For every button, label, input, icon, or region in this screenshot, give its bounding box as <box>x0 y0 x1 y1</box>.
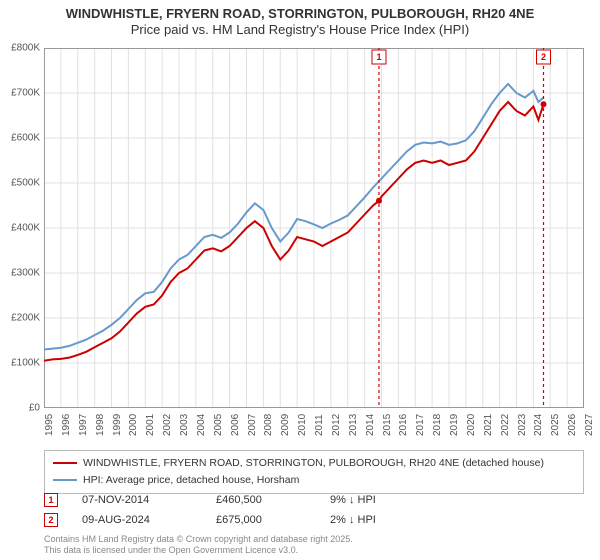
chart-svg: 12 <box>44 48 584 408</box>
x-tick-label: 2016 <box>398 414 409 436</box>
svg-text:1: 1 <box>376 52 381 62</box>
x-tick-label: 1998 <box>95 414 106 436</box>
x-tick-label: 2024 <box>533 414 544 436</box>
x-tick-label: 2005 <box>213 414 224 436</box>
x-tick-label: 2000 <box>128 414 139 436</box>
x-tick-label: 2006 <box>230 414 241 436</box>
y-tick-label: £100K <box>11 358 40 369</box>
x-tick-label: 2002 <box>162 414 173 436</box>
legend-item: WINDWHISTLE, FRYERN ROAD, STORRINGTON, P… <box>53 455 575 472</box>
sale-date: 09-AUG-2024 <box>82 514 192 526</box>
x-tick-label: 2022 <box>500 414 511 436</box>
y-tick-label: £400K <box>11 223 40 234</box>
sale-records: 1 07-NOV-2014 £460,500 9% ↓ HPI 2 09-AUG-2024… <box>44 490 584 530</box>
x-tick-label: 1995 <box>44 414 55 436</box>
sale-row: 1 07-NOV-2014 £460,500 9% ↓ HPI <box>44 490 584 510</box>
legend-label: WINDWHISTLE, FRYERN ROAD, STORRINGTON, P… <box>83 455 544 472</box>
y-tick-label: £800K <box>11 43 40 54</box>
x-tick-label: 2015 <box>382 414 393 436</box>
sale-price: £460,500 <box>216 494 306 506</box>
title-line-1: WINDWHISTLE, FRYERN ROAD, STORRINGTON, P… <box>0 6 600 22</box>
sale-row: 2 09-AUG-2024 £675,000 2% ↓ HPI <box>44 510 584 530</box>
sale-diff: 2% ↓ HPI <box>330 514 420 526</box>
x-tick-label: 1999 <box>112 414 123 436</box>
x-tick-label: 2018 <box>432 414 443 436</box>
y-axis-labels: £0£100K£200K£300K£400K£500K£600K£700K£80… <box>0 48 42 408</box>
y-tick-label: £700K <box>11 88 40 99</box>
sale-date: 07-NOV-2014 <box>82 494 192 506</box>
x-tick-label: 2014 <box>365 414 376 436</box>
sale-marker-box: 1 <box>44 493 58 507</box>
y-tick-label: £200K <box>11 313 40 324</box>
attribution-text: Contains HM Land Registry data © Crown c… <box>44 534 584 556</box>
legend-item: HPI: Average price, detached house, Hors… <box>53 472 575 489</box>
x-tick-label: 1996 <box>61 414 72 436</box>
x-tick-label: 2025 <box>550 414 561 436</box>
sale-price: £675,000 <box>216 514 306 526</box>
sale-marker-box: 2 <box>44 513 58 527</box>
legend-swatch <box>53 462 77 464</box>
attribution-line-2: This data is licensed under the Open Gov… <box>44 545 584 556</box>
y-tick-label: £0 <box>29 403 40 414</box>
title-line-2: Price paid vs. HM Land Registry's House … <box>0 22 600 38</box>
x-axis-labels: 1995 1996 1997 1998 1999 2000 2001 2002 2003 2004… <box>44 408 584 448</box>
x-tick-label: 2007 <box>247 414 258 436</box>
x-tick-label: 2013 <box>348 414 359 436</box>
attribution-line-1: Contains HM Land Registry data © Crown c… <box>44 534 584 545</box>
y-tick-label: £500K <box>11 178 40 189</box>
y-tick-label: £600K <box>11 133 40 144</box>
x-tick-label: 2008 <box>263 414 274 436</box>
x-tick-label: 1997 <box>78 414 89 436</box>
x-tick-label: 2001 <box>145 414 156 436</box>
chart-plot-area: 12 <box>44 48 584 408</box>
x-tick-label: 2020 <box>466 414 477 436</box>
y-tick-label: £300K <box>11 268 40 279</box>
x-tick-label: 2009 <box>280 414 291 436</box>
x-tick-label: 2017 <box>415 414 426 436</box>
x-tick-label: 2004 <box>196 414 207 436</box>
legend-swatch <box>53 479 77 481</box>
x-tick-label: 2010 <box>297 414 308 436</box>
x-tick-label: 2012 <box>331 414 342 436</box>
x-tick-label: 2019 <box>449 414 460 436</box>
x-tick-label: 2011 <box>314 414 325 436</box>
chart-title: WINDWHISTLE, FRYERN ROAD, STORRINGTON, P… <box>0 0 600 37</box>
x-tick-label: 2026 <box>567 414 578 436</box>
x-tick-label: 2003 <box>179 414 190 436</box>
x-tick-label: 2021 <box>483 414 494 436</box>
sale-diff: 9% ↓ HPI <box>330 494 420 506</box>
x-tick-label: 2027 <box>584 414 595 436</box>
svg-text:2: 2 <box>541 52 546 62</box>
x-tick-label: 2023 <box>517 414 528 436</box>
legend-label: HPI: Average price, detached house, Hors… <box>83 472 299 489</box>
chart-legend: WINDWHISTLE, FRYERN ROAD, STORRINGTON, P… <box>44 450 584 494</box>
